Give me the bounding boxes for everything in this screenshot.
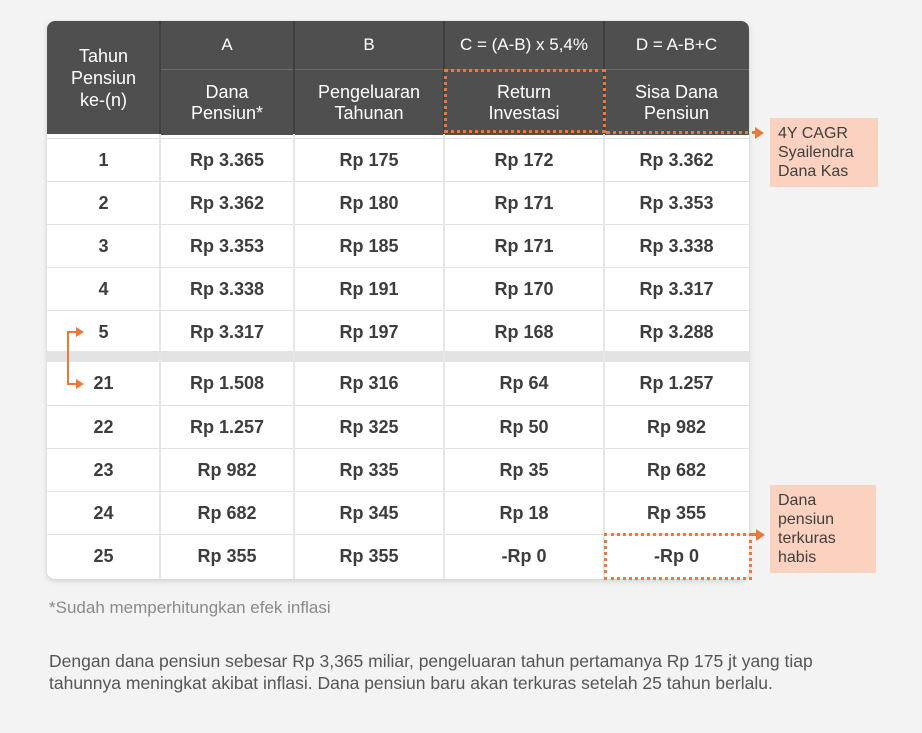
cell-c: Rp 35	[499, 460, 549, 480]
header-divider	[293, 21, 295, 134]
cell-year: 1	[98, 150, 109, 170]
column-divider	[159, 134, 161, 579]
cell-c: -Rp 0	[501, 546, 547, 566]
table-row: 2 Rp 3.362 Rp 180 Rp 171 Rp 3.353	[47, 181, 749, 225]
cell-b: Rp 345	[339, 503, 399, 523]
retirement-table: Tahun Pensiun ke-(n) A B C = (A-B) x 5,4…	[47, 21, 749, 579]
cell-d: -Rp 0	[654, 546, 699, 566]
cell-year: 5	[98, 322, 109, 342]
cell-d: Rp 3.338	[639, 236, 714, 256]
header-col-b: B	[294, 21, 444, 69]
cell-c: Rp 171	[494, 193, 554, 213]
cell-b: Rp 197	[339, 322, 399, 342]
skip-bracket-icon	[67, 327, 84, 389]
header-col-a: A	[160, 21, 294, 69]
cell-year: 22	[93, 417, 114, 437]
cell-d: Rp 3.362	[639, 150, 714, 170]
depleted-callout: Dana pensiun terkuras habis	[770, 485, 876, 573]
header-sub-a: Dana Pensiun*	[160, 69, 294, 135]
cell-a: Rp 1.257	[189, 417, 265, 437]
cell-d: Rp 3.353	[639, 193, 714, 213]
cell-c: Rp 64	[499, 373, 549, 393]
cell-b: Rp 191	[339, 279, 399, 299]
header-col-c: C = (A-B) x 5,4%	[444, 21, 604, 69]
depleted-arrow-icon	[756, 529, 765, 541]
cell-year: 2	[98, 193, 109, 213]
cagr-callout: 4Y CAGR Syailendra Dana Kas	[770, 118, 878, 187]
return-highlight-box	[444, 69, 606, 133]
cell-a: Rp 682	[197, 503, 257, 523]
cell-year: 24	[93, 503, 114, 523]
cell-d: Rp 3.317	[639, 279, 714, 299]
cell-b: Rp 175	[339, 150, 399, 170]
cell-a: Rp 3.338	[189, 279, 265, 299]
cell-c: Rp 171	[494, 236, 554, 256]
cell-a: Rp 3.362	[189, 193, 265, 213]
column-divider	[603, 134, 605, 579]
cell-d: Rp 982	[646, 417, 707, 437]
header-sub-b: Pengeluaran Tahunan	[294, 69, 444, 135]
cell-c: Rp 170	[494, 279, 554, 299]
cell-b: Rp 185	[339, 236, 399, 256]
cell-c: Rp 50	[499, 417, 549, 437]
footnote: *Sudah memperhitungkan efek inflasi	[49, 598, 331, 617]
table-row: 1 Rp 3.365 Rp 175 Rp 172 Rp 3.362	[47, 138, 749, 182]
cell-year: 21	[93, 373, 114, 393]
cell-a: Rp 3.365	[189, 150, 265, 170]
table-row: 23 Rp 982 Rp 335 Rp 35 Rp 682	[47, 448, 749, 492]
cell-d: Rp 682	[646, 460, 707, 480]
cell-year: 3	[98, 236, 109, 256]
cell-b: Rp 335	[339, 460, 399, 480]
column-divider	[443, 134, 445, 579]
cell-c: Rp 172	[494, 150, 554, 170]
cell-year: 23	[93, 460, 114, 480]
header-divider	[159, 21, 161, 134]
cell-a: Rp 982	[197, 460, 257, 480]
cell-b: Rp 325	[339, 417, 399, 437]
depleted-connector-line	[751, 533, 757, 536]
table-row: 22 Rp 1.257 Rp 325 Rp 50 Rp 982	[47, 405, 749, 449]
cell-b: Rp 180	[339, 193, 399, 213]
header-sub-d: Sisa Dana Pensiun	[604, 69, 749, 135]
cell-d: Rp 1.257	[639, 373, 714, 393]
cagr-connector-line	[606, 131, 756, 134]
row-gap-divider	[47, 351, 749, 362]
table-row: 4 Rp 3.338 Rp 191 Rp 170 Rp 3.317	[47, 267, 749, 311]
table-row: 25 Rp 355 Rp 355 -Rp 0 -Rp 0	[47, 534, 749, 578]
cell-b: Rp 316	[339, 373, 399, 393]
cell-b: Rp 355	[339, 546, 399, 566]
cell-a: Rp 3.353	[189, 236, 265, 256]
table-row: 3 Rp 3.353 Rp 185 Rp 171 Rp 3.338	[47, 224, 749, 268]
header-sub-c: Return Investasi	[444, 69, 604, 135]
cell-a: Rp 1.508	[189, 373, 265, 393]
table-row: 24 Rp 682 Rp 345 Rp 18 Rp 355	[47, 491, 749, 535]
header-year: Tahun Pensiun ke-(n)	[47, 21, 160, 134]
table-row: 21 Rp 1.508 Rp 316 Rp 64 Rp 1.257	[47, 362, 749, 405]
cell-c: Rp 168	[494, 322, 554, 342]
cell-a: Rp 355	[197, 546, 257, 566]
cell-d: Rp 3.288	[639, 322, 714, 342]
cell-year: 25	[93, 546, 114, 566]
cell-a: Rp 3.317	[189, 322, 265, 342]
cagr-arrow-icon	[755, 127, 764, 139]
header-col-d: D = A-B+C	[604, 21, 749, 69]
depleted-highlight-box	[604, 533, 752, 580]
summary-paragraph: Dengan dana pensiun sebesar Rp 3,365 mil…	[49, 651, 813, 693]
table-row: 5 Rp 3.317 Rp 197 Rp 168 Rp 3.288	[47, 310, 749, 354]
cell-d: Rp 355	[646, 503, 707, 523]
cell-c: Rp 18	[499, 503, 549, 523]
cell-year: 4	[98, 279, 109, 299]
column-divider	[293, 134, 295, 579]
